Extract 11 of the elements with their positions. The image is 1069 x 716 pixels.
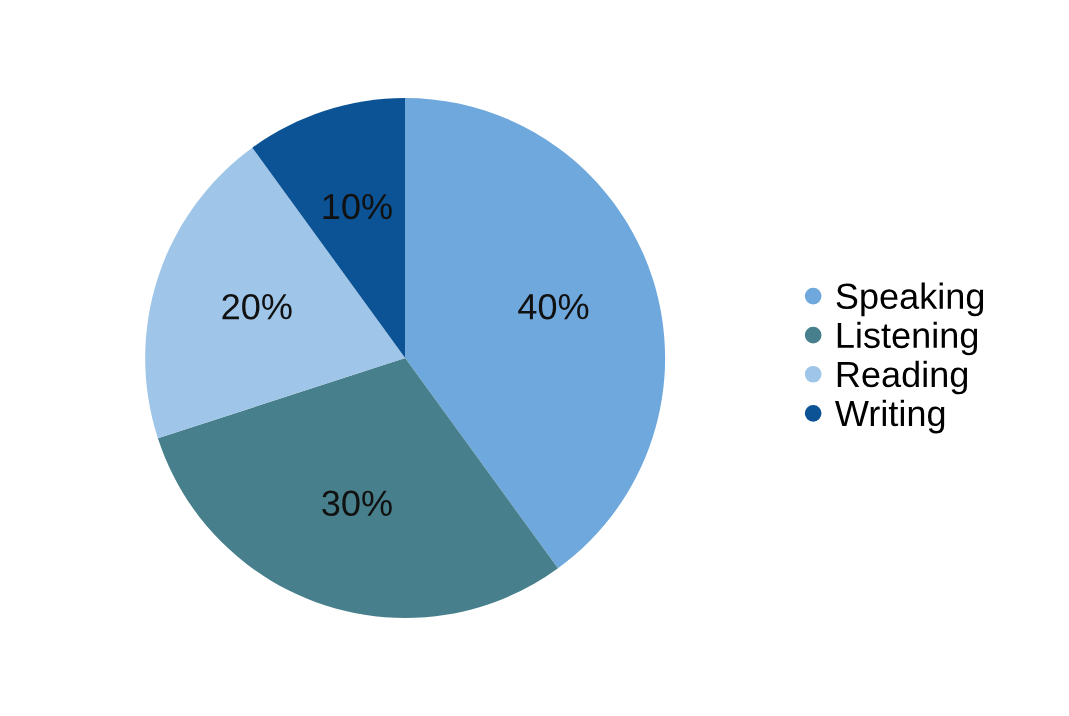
legend-label: Listening [837, 321, 978, 356]
legend-label: Writing [835, 399, 945, 434]
pie-slice [145, 147, 406, 439]
legend-label: Speaking [836, 282, 984, 317]
data-label: 10% [323, 193, 392, 220]
legend-label: Reading [837, 360, 968, 395]
pie-slice [405, 98, 666, 569]
data-label: 20% [222, 293, 292, 320]
data-label: 30% [322, 490, 392, 517]
data-label: 40% [518, 293, 589, 320]
pie-slice [157, 358, 558, 618]
